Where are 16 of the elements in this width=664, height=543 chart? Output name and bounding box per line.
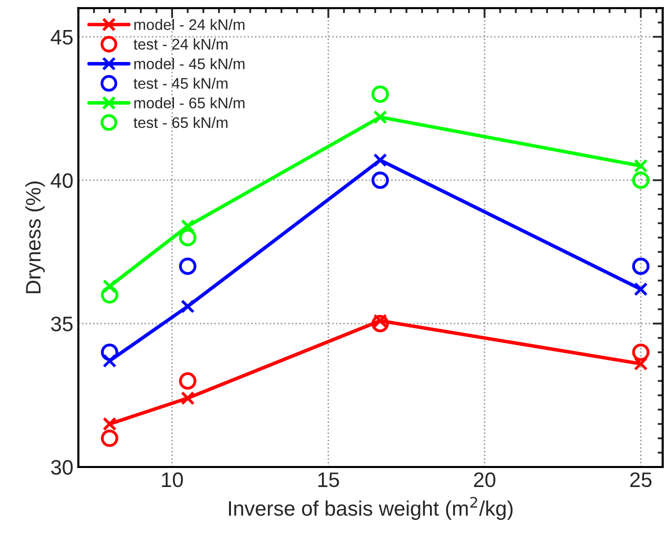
legend-label: model - 24 kN/m <box>134 18 244 30</box>
x-tick-label: 25 <box>630 472 652 488</box>
y-axis-title: Dryness (%) <box>25 182 45 294</box>
y-tick-label: 35 <box>51 316 73 332</box>
legend-label: test - 24 kN/m <box>134 38 228 50</box>
x-tick-label: 20 <box>474 472 496 488</box>
legend-label: model - 65 kN/m <box>134 97 244 108</box>
x-tick-label: 15 <box>318 472 340 488</box>
legend-label: model - 45 kN/m <box>134 58 244 70</box>
x-tick-label: 10 <box>162 472 183 488</box>
y-tick-label: 30 <box>51 460 73 475</box>
y-tick-label: 45 <box>50 30 73 45</box>
x-axis-title: Inverse of basis weight (m$^{2}$/kg) <box>229 496 513 520</box>
legend-label: test - 65 kN/m <box>134 116 228 128</box>
legend-label: test - 45 kN/m <box>134 78 228 89</box>
y-tick-label: 40 <box>50 173 73 188</box>
